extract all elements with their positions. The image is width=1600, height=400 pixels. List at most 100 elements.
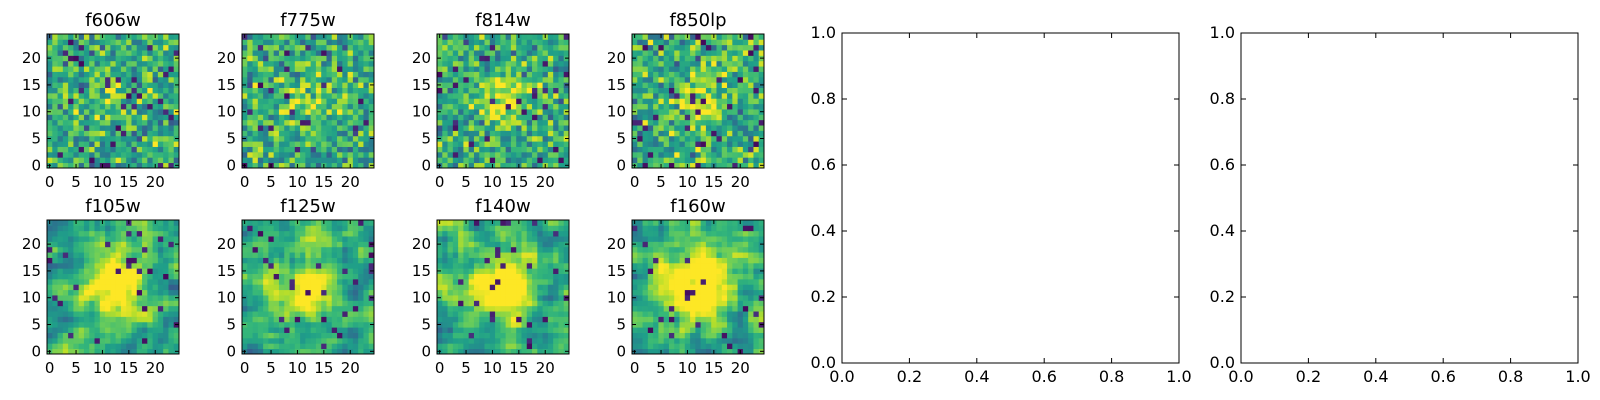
- heatmap-cell: [542, 135, 549, 142]
- heatmap-cell: [115, 135, 122, 142]
- heatmap-cell: [252, 327, 259, 333]
- heatmap-cell: [484, 278, 491, 285]
- heatmap-cell: [553, 343, 559, 350]
- heatmap-cell: [526, 87, 533, 94]
- heatmap-cell: [257, 34, 264, 40]
- heatmap-cell: [252, 66, 259, 72]
- heatmap-cell: [542, 278, 549, 285]
- heatmap-cell: [516, 316, 522, 323]
- heatmap-cell: [437, 98, 443, 105]
- heatmap-cell: [94, 125, 101, 131]
- heatmap-cell: [711, 92, 717, 99]
- heatmap-cell: [321, 252, 327, 258]
- heatmap-cell: [505, 87, 512, 94]
- heatmap-cell: [126, 71, 132, 78]
- heatmap-cell: [447, 273, 454, 280]
- heatmap-cell: [473, 262, 480, 269]
- heatmap-cell: [337, 114, 343, 121]
- heatmap-cell: [173, 284, 180, 291]
- heatmap-cell: [247, 82, 253, 88]
- heatmap-cell: [489, 130, 496, 137]
- heatmap-cell: [126, 295, 132, 301]
- heatmap-cell: [247, 92, 253, 99]
- heatmap-cell: [516, 246, 522, 253]
- heatmap-cell: [331, 257, 338, 264]
- heatmap-cell: [758, 284, 765, 291]
- heatmap-cell: [152, 246, 159, 253]
- heatmap-cell: [62, 141, 69, 147]
- heatmap-cell: [136, 225, 143, 232]
- heatmap-cell: [47, 50, 53, 56]
- heatmap-cell: [131, 262, 138, 269]
- heatmap-cell: [305, 162, 312, 169]
- heatmap-cell: [62, 76, 69, 83]
- heatmap-cell: [278, 119, 285, 126]
- heatmap-cell: [105, 220, 111, 226]
- heatmap-cell: [110, 236, 117, 242]
- heatmap-cell: [468, 162, 475, 169]
- heatmap-cell: [505, 220, 512, 226]
- heatmap-cell: [120, 284, 127, 291]
- heatmap-cell: [99, 252, 106, 258]
- heatmap-cell: [300, 103, 306, 110]
- heatmap-cell: [347, 321, 354, 328]
- heatmap-cell: [73, 284, 80, 291]
- heatmap-cell: [547, 50, 554, 56]
- heatmap-cell: [452, 246, 459, 253]
- heatmap-cell: [637, 300, 643, 307]
- heatmap-cell: [716, 119, 723, 126]
- heatmap-cell: [495, 252, 501, 258]
- heatmap-cell: [658, 66, 665, 72]
- heatmap-cell: [468, 39, 475, 46]
- heatmap-cell: [721, 348, 728, 355]
- heatmap-cell: [663, 66, 670, 72]
- heatmap-cell: [257, 66, 264, 72]
- heatmap-cell: [247, 162, 253, 169]
- heatmap-cell: [331, 146, 338, 153]
- heatmap-cell: [105, 230, 111, 237]
- heatmap-cell: [495, 135, 501, 142]
- heatmap-cell: [653, 300, 659, 307]
- heatmap-cell: [326, 66, 333, 72]
- heatmap-cell: [363, 262, 370, 269]
- heatmap-cell: [152, 98, 159, 105]
- heatmap-cell: [115, 44, 122, 51]
- heatmap-cell: [263, 76, 269, 83]
- heatmap-cell: [748, 87, 754, 94]
- heatmap-cell: [89, 289, 95, 296]
- heatmap-cell: [252, 135, 259, 142]
- heatmap-cell: [447, 66, 454, 72]
- heatmap-cell: [73, 44, 80, 51]
- x-tick-label: 20: [536, 359, 555, 377]
- heatmap-cell: [516, 109, 522, 115]
- heatmap-cell: [83, 71, 90, 78]
- heatmap-cell: [131, 337, 138, 344]
- heatmap-cell: [442, 321, 448, 328]
- heatmap-cell: [458, 305, 464, 312]
- heatmap-cell: [83, 225, 90, 232]
- heatmap-cell: [663, 162, 670, 169]
- heatmap-cell: [668, 311, 675, 317]
- heatmap-cell: [668, 332, 675, 339]
- heatmap-cell: [442, 225, 448, 232]
- heatmap-cell: [653, 71, 659, 78]
- heatmap-cell: [642, 98, 649, 105]
- heatmap-cell: [526, 316, 533, 323]
- heatmap-cell: [532, 162, 538, 169]
- heatmap-cell: [705, 151, 712, 158]
- heatmap-cell: [500, 162, 507, 169]
- heatmap-cell: [284, 241, 290, 248]
- heatmap-cell: [73, 311, 80, 317]
- heatmap-cell: [674, 305, 680, 312]
- heatmap-cell: [658, 273, 665, 280]
- heatmap-cell: [358, 82, 364, 88]
- heatmap-cell: [62, 262, 69, 269]
- heatmap-cell: [458, 246, 464, 253]
- heatmap-cell: [163, 135, 169, 142]
- heatmap-cell: [489, 141, 496, 147]
- heatmap-cell: [479, 44, 485, 51]
- heatmap-cell: [505, 316, 512, 323]
- heatmap-cell: [458, 284, 464, 291]
- heatmap-cell: [352, 135, 359, 142]
- heatmap-cell: [637, 146, 643, 153]
